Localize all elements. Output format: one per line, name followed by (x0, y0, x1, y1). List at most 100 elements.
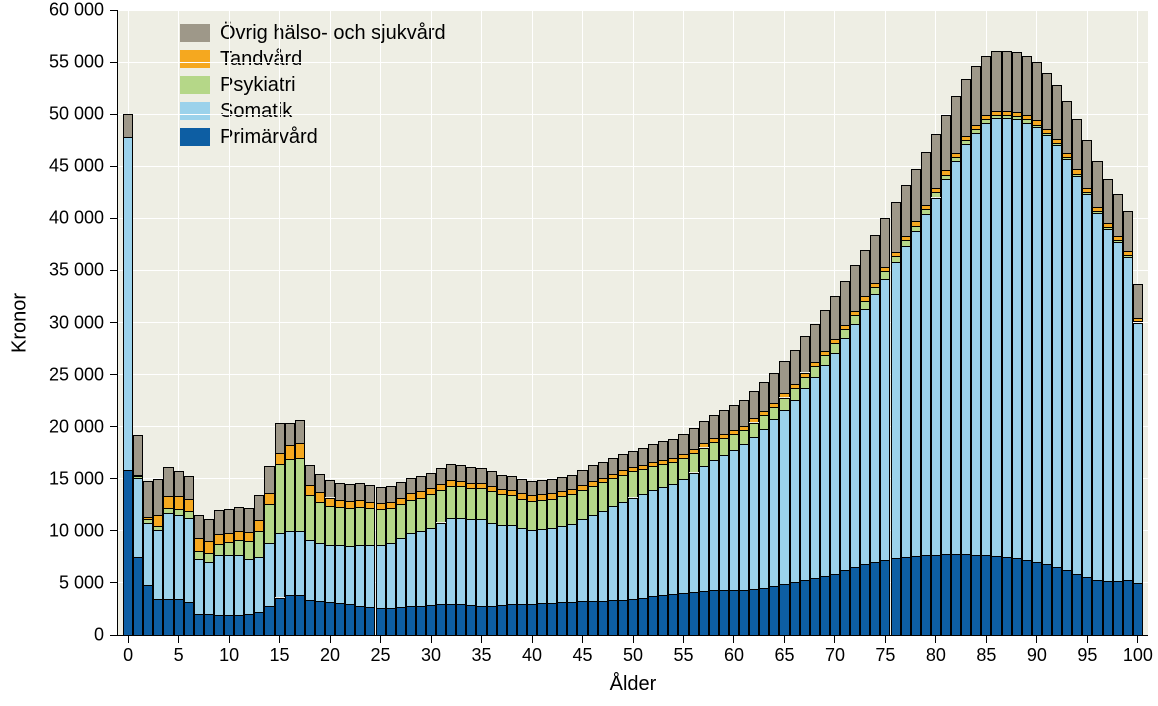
x-tick-label: 35 (472, 645, 492, 666)
bar-segment-ovrig (325, 480, 335, 498)
x-tick (582, 635, 583, 643)
x-tick (1137, 635, 1138, 643)
x-tick (279, 635, 280, 643)
bar-segment-primarvard (901, 557, 911, 635)
bar-segment-primarvard (547, 603, 557, 635)
bar-age-78 (911, 10, 921, 635)
bar-segment-somatik (305, 540, 315, 599)
bar-segment-tandvard (406, 493, 416, 499)
bar-age-38 (507, 10, 517, 635)
bar-age-31 (436, 10, 446, 635)
bar-segment-somatik (709, 460, 719, 590)
bar-segment-ovrig (386, 486, 396, 502)
bar-segment-ovrig (214, 510, 224, 534)
bar-segment-primarvard (133, 557, 143, 635)
bar-age-69 (820, 10, 830, 635)
y-tick-label: 40 000 (0, 208, 104, 229)
x-tick-label: 55 (673, 645, 693, 666)
bar-segment-psykiatri (386, 508, 396, 543)
bar-age-42 (547, 10, 557, 635)
bar-segment-psykiatri (244, 541, 254, 559)
bar-segment-tandvard (487, 486, 497, 491)
bar-segment-somatik (547, 528, 557, 603)
bar-segment-tandvard (1012, 112, 1022, 116)
bar-segment-primarvard (254, 612, 264, 635)
bar-segment-primarvard (941, 554, 951, 635)
bar-segment-ovrig (961, 79, 971, 136)
bar-segment-primarvard (446, 604, 456, 635)
bar-segment-somatik (1123, 257, 1133, 580)
bar-segment-somatik (487, 523, 497, 606)
bar-age-82 (951, 10, 961, 635)
y-tick (110, 478, 118, 479)
bar-segment-somatik (931, 198, 941, 555)
bar-segment-psykiatri (850, 315, 860, 323)
bar-segment-ovrig (870, 235, 880, 283)
x-tick (128, 635, 129, 643)
bar-segment-psykiatri (860, 301, 870, 309)
bar-age-64 (769, 10, 779, 635)
bar-segment-primarvard (749, 589, 759, 635)
bar-segment-tandvard (588, 481, 598, 486)
bar-segment-psykiatri (1032, 125, 1042, 127)
bar-segment-primarvard (719, 590, 729, 635)
bar-segment-primarvard (123, 470, 133, 635)
bar-segment-tandvard (214, 534, 224, 544)
bar-segment-somatik (497, 525, 507, 605)
bar-segment-somatik (275, 533, 285, 598)
bar-segment-ovrig (507, 476, 517, 491)
bar-segment-ovrig (800, 336, 810, 372)
bar-segment-somatik (567, 524, 577, 602)
bar-segment-primarvard (174, 599, 184, 635)
bar-segment-psykiatri (295, 458, 305, 531)
bar-segment-psykiatri (376, 509, 386, 545)
y-tick-label: 45 000 (0, 156, 104, 177)
bar-segment-ovrig (1012, 52, 1022, 112)
bar-age-75 (880, 10, 890, 635)
bar-segment-somatik (143, 523, 153, 586)
bar-segment-primarvard (295, 595, 305, 635)
bar-segment-tandvard (790, 384, 800, 388)
bar-segment-primarvard (456, 604, 466, 635)
bar-segment-psykiatri (1022, 119, 1032, 122)
bar-segment-psykiatri (355, 507, 365, 546)
bar-age-11 (234, 10, 244, 635)
bar-segment-somatik (1032, 127, 1042, 562)
bar-segment-psykiatri (1082, 192, 1092, 194)
bar-segment-ovrig (891, 202, 901, 252)
bar-segment-tandvard (860, 296, 870, 300)
bar-segment-somatik (921, 214, 931, 555)
bar-segment-tandvard (537, 494, 547, 499)
y-tick-label: 50 000 (0, 104, 104, 125)
x-tick (733, 635, 734, 643)
bar-segment-somatik (981, 123, 991, 555)
bar-segment-psykiatri (790, 388, 800, 399)
bar-segment-psykiatri (527, 501, 537, 530)
bar-segment-primarvard (365, 607, 375, 635)
bar-segment-primarvard (1042, 564, 1052, 635)
bar-age-36 (487, 10, 497, 635)
bar-segment-tandvard (254, 520, 264, 530)
bar-age-73 (860, 10, 870, 635)
bar-segment-somatik (618, 502, 628, 600)
bar-segment-tandvard (396, 498, 406, 504)
bar-segment-tandvard (911, 221, 921, 225)
bar-segment-primarvard (345, 604, 355, 635)
bar-segment-somatik (800, 388, 810, 580)
bar-age-47 (598, 10, 608, 635)
bar-segment-primarvard (729, 590, 739, 635)
bar-age-46 (588, 10, 598, 635)
bar-segment-primarvard (234, 615, 244, 635)
bar-segment-primarvard (1032, 562, 1042, 635)
bar-age-33 (456, 10, 466, 635)
bar-segment-tandvard (345, 501, 355, 508)
bar-age-13 (254, 10, 264, 635)
bar-segment-primarvard (577, 601, 587, 635)
bar-age-85 (981, 10, 991, 635)
bar-segment-somatik (739, 444, 749, 590)
bar-segment-primarvard (325, 602, 335, 635)
bar-segment-tandvard (931, 188, 941, 192)
bar-segment-ovrig (1062, 101, 1072, 153)
bar-segment-psykiatri (921, 209, 931, 214)
bar-segment-tandvard (699, 443, 709, 447)
